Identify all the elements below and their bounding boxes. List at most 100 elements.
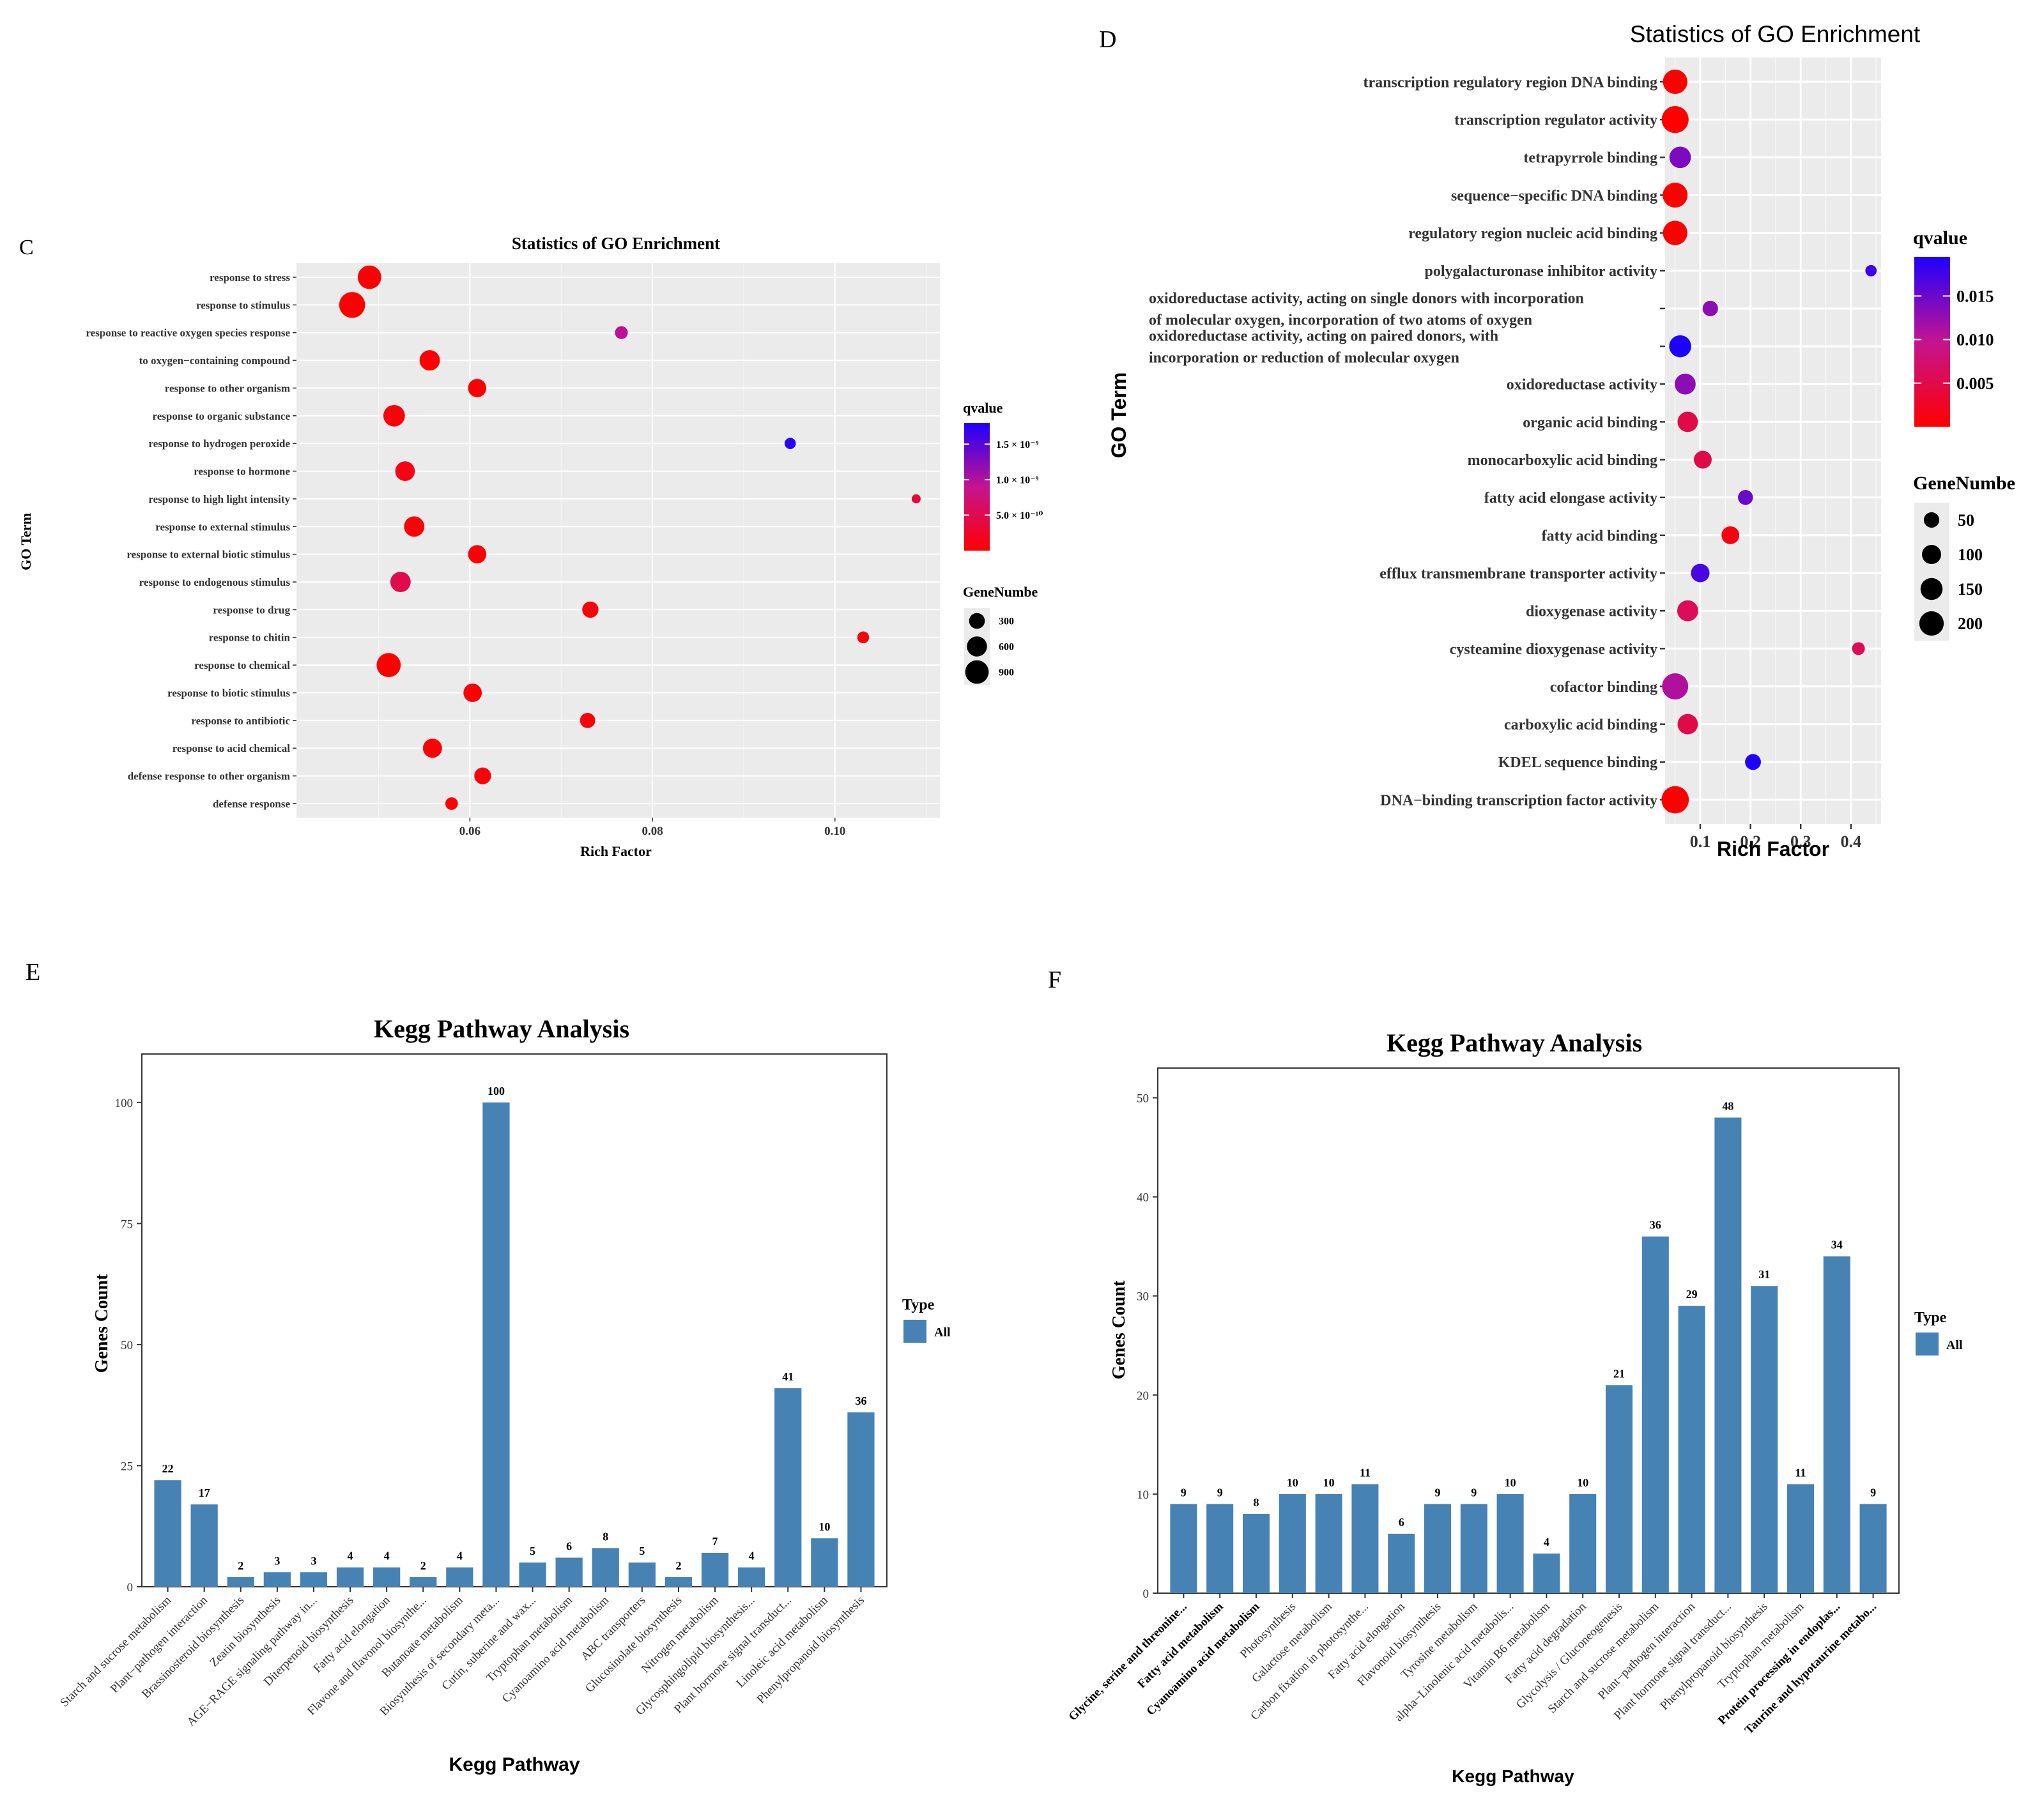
panel-d-size-legend-title: GeneNumbe [1913,473,2015,494]
y-tick-label: 75 [121,1218,133,1231]
qvalue-legend-label: 0.015 [1956,287,1994,305]
panel-c-plot-area [296,263,940,818]
bar [190,1504,218,1587]
bar [1170,1504,1197,1593]
y-tick-label: fatty acid elongase activity [1484,490,1657,507]
y-tick-label: response to high light intensity [148,493,290,505]
bar [336,1567,364,1587]
bar-value-label: 5 [530,1545,535,1557]
bar [665,1577,693,1587]
x-tick-label: 0.3 [1790,832,1811,851]
data-point [1669,146,1691,169]
bar [1641,1236,1669,1593]
panel-c-qvalue-legend-title: qvalue [963,400,1003,416]
y-tick-label: 50 [1137,1092,1149,1106]
y-tick-label: to oxygen−containing compound [139,355,291,367]
bar-value-label: 10 [1323,1476,1335,1489]
y-tick-label: response to reactive oxygen species resp… [86,327,290,339]
bar [1678,1306,1705,1593]
bar-value-label: 36 [855,1394,866,1407]
data-point [1738,490,1753,505]
bar-value-label: 8 [603,1530,608,1543]
data-point [1662,673,1689,700]
panel-c-qvalue-legend-labels: 1.5 × 10⁻⁹ 1.0 × 10⁻⁹ 5.0 × 10⁻¹⁰ [964,439,1043,521]
data-point [582,601,599,618]
bar-value-label: 9 [1870,1486,1876,1499]
data-point [357,265,381,289]
bar [1315,1493,1342,1593]
qvalue-legend-label: 0.005 [1956,374,1994,393]
bar-value-label: 3 [274,1554,280,1567]
y-tick-label: oxidoreductase activity, acting on singl… [1149,290,1584,307]
x-tick-label: ABC transporters [578,1594,648,1663]
y-tick-label: sequence−specific DNA binding [1451,188,1657,204]
panel-f-letter: F [1048,966,1061,993]
y-tick-label: defense response to other organism [128,770,290,783]
qvalue-legend-label: 0.010 [1956,331,1994,349]
bar-value-label: 11 [1795,1466,1806,1479]
y-tick-label: polygalacturonase inhibitor activity [1425,263,1657,280]
y-tick-label: 10 [1137,1488,1149,1502]
bar [1569,1493,1597,1593]
panel-e-legend-swatch [903,1320,926,1343]
data-point [1675,373,1696,395]
panel-d-x-ticks: 0.1 0.2 0.3 0.4 [1690,824,1861,851]
panel-f-bars: 9 9 8 10 10 11 6 9 9 10 4 10 21 36 29 48 31 11 34 9 [1170,1100,1887,1593]
bar-value-label: 41 [782,1370,794,1383]
y-tick-label: response to stress [210,271,290,284]
data-point [474,767,491,784]
panel-f-legend-swatch [1916,1333,1939,1356]
y-tick-label: cysteamine dioxygenase activity [1450,641,1657,658]
panel-f-x-axis-title: Kegg Pathway [1452,1766,1574,1786]
qvalue-legend-label: 1.5 × 10⁻⁹ [996,439,1039,450]
y-tick-label: 25 [121,1460,133,1473]
panel-c-gridlines [296,263,940,818]
panel-f-legend-label: All [1946,1338,1963,1352]
bar-value-label: 9 [1471,1486,1477,1499]
y-tick-label: response to endogenous stimulus [139,576,291,588]
bar [410,1577,437,1587]
bar-value-label: 4 [457,1550,463,1562]
data-point [468,545,487,563]
bar [847,1412,875,1587]
y-tick-label: 100 [115,1097,134,1110]
panel-e-x-axis-title: Kegg Pathway [449,1754,580,1775]
y-tick-label: dioxygenase activity [1526,604,1657,620]
bar [1823,1256,1850,1593]
y-tick-label: carboxylic acid binding [1504,717,1657,733]
size-legend-label: 300 [999,616,1014,627]
y-tick-label: response to organic substance [153,410,291,422]
data-point [1691,563,1710,583]
x-tick-label: 0.4 [1841,832,1862,851]
data-point [1702,300,1718,317]
bar-value-label: 10 [1505,1476,1516,1489]
panel-d-points [1661,69,1877,814]
data-point [468,379,487,397]
panel-d: D Statistics of GO Enrichment transcript… [1099,21,2015,860]
qvalue-legend-label: 5.0 × 10⁻¹⁰ [996,510,1043,521]
bar-value-label: 11 [1360,1466,1371,1479]
data-point [1852,642,1865,655]
bar [811,1538,838,1587]
bar-value-label: 9 [1435,1486,1441,1499]
bar [1242,1513,1270,1593]
bar [1496,1493,1524,1593]
bar-value-label: 36 [1650,1219,1661,1232]
bar-value-label: 7 [712,1535,718,1548]
bar-value-label: 21 [1613,1367,1625,1380]
data-point [1663,69,1687,95]
y-tick-label: of molecular oxygen, incorporation of tw… [1149,312,1532,328]
panel-d-qvalue-legend-labels: 0.015 0.010 0.005 [1914,287,1994,393]
y-tick-label: response to chitin [209,632,291,644]
bar-value-label: 34 [1831,1239,1843,1251]
bar-value-label: 4 [749,1550,755,1562]
bar [446,1567,473,1587]
bar-value-label: 100 [488,1085,505,1097]
panel-f-y-ticks: 0 10 20 30 40 50 [1137,1092,1158,1601]
size-legend-dot [1920,577,1943,600]
bar [300,1572,328,1587]
y-tick-label: 40 [1137,1191,1149,1205]
y-tick-label: response to hydrogen peroxide [149,438,291,450]
y-tick-label: 20 [1137,1389,1149,1403]
panel-c-points [339,265,921,810]
